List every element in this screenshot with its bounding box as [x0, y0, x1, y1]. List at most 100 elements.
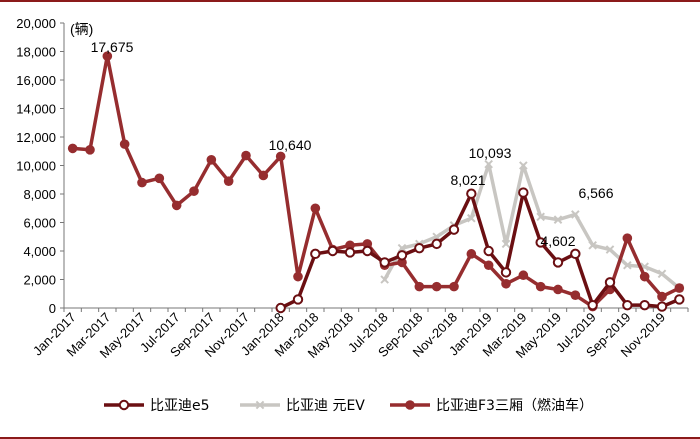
data-point	[536, 212, 545, 222]
data-point	[518, 270, 529, 281]
data-point	[241, 150, 251, 161]
legend-label: 比亚迪 元EV	[286, 398, 365, 414]
data-point	[639, 299, 650, 311]
data-point	[310, 203, 321, 214]
data-label: 10,093	[469, 145, 512, 161]
data-point	[588, 240, 597, 250]
data-point	[396, 250, 408, 261]
data-point	[622, 299, 633, 311]
y-tick-label: 0	[49, 301, 56, 316]
legend-marker	[255, 400, 265, 410]
data-point	[344, 247, 356, 258]
legend-marker	[405, 400, 415, 410]
y-tick-label: 4,000	[23, 244, 56, 259]
data-label: 6,566	[578, 185, 613, 201]
series-1	[380, 159, 684, 293]
y-tick-label: 8,000	[23, 187, 56, 202]
data-point	[518, 187, 529, 198]
data-point	[275, 302, 286, 314]
data-point	[189, 186, 199, 196]
series-0	[275, 187, 685, 314]
series-2	[67, 51, 685, 312]
data-point	[519, 161, 528, 170]
data-point	[431, 281, 442, 292]
data-point	[379, 257, 390, 268]
data-point	[292, 294, 304, 305]
data-point	[206, 155, 217, 165]
data-point	[674, 294, 685, 305]
data-point	[293, 271, 303, 282]
data-point	[639, 271, 650, 282]
data-point	[345, 240, 355, 251]
data-point	[102, 51, 113, 61]
data-point	[397, 243, 407, 253]
data-point	[657, 291, 667, 302]
data-label: 8,021	[450, 172, 485, 188]
data-point	[67, 143, 78, 154]
data-point	[397, 257, 407, 268]
data-point	[656, 301, 668, 312]
data-point	[535, 237, 546, 248]
series-line	[278, 190, 682, 310]
data-label: 10,640	[269, 137, 312, 153]
data-point	[431, 238, 442, 250]
series-line	[382, 162, 682, 290]
series-line	[70, 54, 682, 309]
data-point	[275, 151, 286, 162]
data-point	[571, 210, 580, 219]
unit-label: (辆)	[70, 21, 93, 37]
legend-item-2: 比亚迪F3三厢（燃油车）	[390, 397, 593, 414]
data-point	[171, 200, 182, 211]
legend-label: 比亚迪F3三厢（燃油车）	[436, 397, 593, 414]
data-point	[483, 260, 494, 271]
data-point	[310, 248, 321, 260]
y-tick-label: 12,000	[16, 130, 56, 145]
data-point	[535, 281, 546, 292]
data-point	[570, 290, 581, 300]
data-point	[448, 224, 460, 235]
y-tick-label: 6,000	[23, 216, 56, 231]
data-point	[466, 188, 477, 199]
y-tick-label: 10,000	[16, 159, 56, 174]
data-point	[500, 267, 512, 278]
legend-marker	[118, 399, 130, 411]
data-point	[449, 281, 459, 292]
data-point	[483, 245, 494, 257]
data-point	[587, 299, 598, 311]
data-point	[380, 275, 389, 284]
data-point	[466, 249, 477, 259]
data-point	[362, 239, 373, 249]
data-point	[467, 213, 476, 223]
data-point	[362, 245, 373, 257]
data-point	[622, 233, 633, 243]
data-point	[604, 277, 616, 288]
data-point	[623, 260, 632, 270]
data-point	[432, 232, 441, 242]
y-tick-label: 14,000	[16, 102, 56, 117]
data-point	[501, 278, 511, 289]
data-point	[605, 245, 615, 254]
data-point	[223, 176, 234, 186]
data-point	[674, 283, 685, 293]
data-point	[414, 242, 425, 254]
data-point	[657, 269, 667, 279]
data-point	[570, 248, 581, 260]
data-point	[154, 173, 165, 184]
y-tick-label: 18,000	[16, 45, 56, 60]
legend-label: 比亚迪e5	[150, 398, 210, 414]
data-point	[258, 170, 269, 181]
data-point	[414, 281, 425, 292]
data-point	[552, 257, 564, 268]
data-label: 4,602	[540, 233, 575, 249]
y-tick-label: 20,000	[16, 16, 56, 31]
data-label: 17,675	[91, 39, 134, 55]
y-tick-label: 2,000	[23, 273, 56, 288]
legend-item-0: 比亚迪e5	[104, 398, 210, 414]
data-point	[553, 215, 563, 224]
data-point	[137, 177, 147, 188]
data-point	[85, 145, 95, 155]
data-point	[484, 159, 493, 169]
y-tick-label: 16,000	[16, 73, 56, 88]
